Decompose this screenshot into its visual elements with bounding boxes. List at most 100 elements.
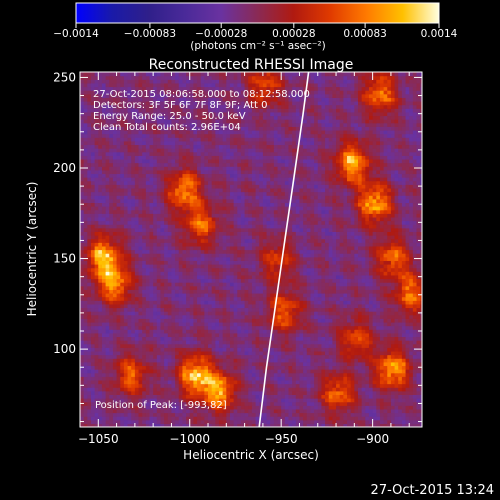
heatmap-cell <box>197 249 202 254</box>
heatmap-cell <box>328 354 333 359</box>
heatmap-cell <box>325 235 330 240</box>
heatmap-cell <box>350 372 355 377</box>
heatmap-cell <box>379 289 385 294</box>
colorbar-gradient <box>76 3 439 23</box>
heatmap-cell <box>211 412 216 417</box>
heatmap-cell <box>90 296 96 301</box>
heatmap-cell <box>270 332 275 338</box>
heatmap-cell <box>273 343 279 348</box>
heatmap-cell <box>336 256 341 261</box>
heatmap-cell <box>244 318 249 323</box>
heatmap-cell <box>405 376 410 381</box>
heatmap-cell <box>175 263 180 269</box>
heatmap-cell <box>401 235 407 240</box>
heatmap-cell <box>292 267 297 272</box>
heatmap-cell <box>248 350 253 356</box>
heatmap-cell <box>248 245 253 251</box>
heatmap-cell <box>120 412 125 417</box>
heatmap-cell <box>390 419 396 424</box>
heatmap-cell <box>186 354 191 359</box>
heatmap-cell <box>240 274 246 280</box>
heatmap-cell <box>321 263 326 269</box>
heatmap-cell <box>211 369 216 374</box>
heatmap-cell <box>288 292 293 298</box>
heatmap-cell <box>80 318 85 323</box>
heatmap-cell <box>368 318 374 323</box>
heatmap-cell <box>120 303 125 309</box>
heatmap-cell <box>251 361 257 367</box>
heatmap-cell <box>175 401 180 406</box>
heatmap-cell <box>328 340 333 345</box>
heatmap-cell <box>368 340 374 345</box>
heatmap-cell <box>299 303 304 309</box>
heatmap-cell <box>372 358 377 363</box>
heatmap-cell <box>222 263 227 269</box>
heatmap-cell <box>376 321 381 327</box>
heatmap-cell <box>284 282 290 287</box>
heatmap-cell <box>372 278 377 283</box>
heatmap-cell <box>229 372 235 377</box>
heatmap-cell <box>321 300 326 305</box>
heatmap-cell <box>94 249 99 254</box>
heatmap-cell <box>167 387 173 392</box>
heatmap-cell <box>266 314 271 319</box>
heatmap-cell <box>332 419 337 424</box>
heatmap-cell <box>281 256 286 261</box>
heatmap-cell <box>149 318 154 323</box>
heatmap-cell <box>347 267 352 272</box>
heatmap-cell <box>376 263 381 269</box>
heatmap-cell <box>211 408 216 414</box>
heatmap-cell <box>299 296 304 301</box>
heatmap-cell <box>412 242 418 247</box>
heatmap-cell <box>178 253 184 258</box>
heatmap-cell <box>229 238 235 243</box>
heatmap-cell <box>105 235 110 240</box>
heatmap-cell <box>87 311 92 316</box>
heatmap-cell <box>277 365 282 370</box>
heatmap-cell <box>325 394 330 399</box>
heatmap-cell <box>215 271 220 276</box>
heatmap-cell <box>270 387 275 392</box>
heatmap-cell <box>182 274 187 280</box>
heatmap-cell <box>178 365 184 370</box>
heatmap-cell <box>240 347 246 352</box>
heatmap-cell <box>372 394 377 399</box>
heatmap-cell <box>394 314 399 319</box>
heatmap-cell <box>262 408 268 414</box>
heatmap-cell <box>376 242 381 247</box>
heatmap-cell <box>310 242 315 247</box>
heatmap-cell <box>398 242 403 247</box>
heatmap-cell <box>226 358 231 363</box>
heatmap-cell <box>87 416 92 421</box>
heatmap-cell <box>116 340 121 345</box>
heatmap-cell <box>379 249 385 254</box>
heatmap-cell <box>387 340 392 345</box>
heatmap-cell <box>372 401 377 406</box>
heatmap-cell <box>211 300 216 305</box>
heatmap-cell <box>156 361 162 367</box>
heatmap-cell <box>142 379 147 385</box>
heatmap-cell <box>299 249 304 254</box>
heatmap-cell <box>368 361 374 367</box>
heatmap-cell <box>171 332 176 338</box>
heatmap-cell <box>365 289 370 294</box>
heatmap-cell <box>131 379 136 385</box>
heatmap-cell <box>164 419 169 424</box>
heatmap-cell <box>405 419 410 424</box>
heatmap-cell <box>310 289 315 294</box>
heatmap-cell <box>229 361 235 367</box>
heatmap-cell <box>412 394 418 399</box>
heatmap-cell <box>233 263 238 269</box>
heatmap-cell <box>215 336 220 341</box>
heatmap-cell <box>255 336 260 341</box>
heatmap-cell <box>90 332 96 338</box>
heatmap-cell <box>248 235 253 240</box>
heatmap-cell <box>299 285 304 290</box>
heatmap-cell <box>325 274 330 280</box>
heatmap-cell <box>379 354 385 359</box>
heatmap-cell <box>197 398 202 403</box>
heatmap-cell <box>178 376 184 381</box>
heatmap-cell <box>80 361 85 367</box>
heatmap-cell <box>379 238 385 243</box>
heatmap-cell <box>189 419 194 424</box>
